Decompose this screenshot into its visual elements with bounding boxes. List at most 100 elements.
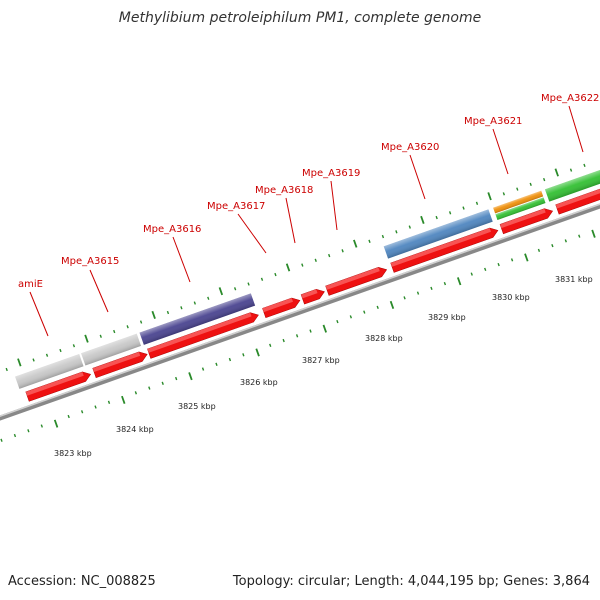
- gene-label-leader-line: [409, 154, 426, 200]
- outer-tick-mark: [583, 163, 586, 167]
- inner-tick-mark: [484, 267, 487, 272]
- inner-tick-mark: [295, 334, 299, 338]
- inner-tick-mark: [537, 248, 541, 253]
- outer-tick-mark: [529, 182, 532, 186]
- outer-tick-mark: [502, 192, 506, 196]
- outer-tick-mark: [218, 287, 224, 296]
- outer-tick-mark: [139, 320, 143, 324]
- gene-bar-shine: [15, 353, 84, 389]
- inner-tick-mark: [564, 239, 567, 243]
- kbp-label: 3826 kbp: [240, 378, 278, 387]
- inner-tick-mark: [0, 438, 3, 442]
- gene-label: Mpe_A3619: [302, 168, 360, 179]
- inner-tick-mark: [443, 281, 447, 286]
- outer-tick-mark: [126, 325, 129, 329]
- outer-tick-mark: [516, 187, 519, 191]
- inner-tick-mark: [27, 429, 30, 433]
- outer-tick-mark: [408, 225, 411, 229]
- kbp-label: 3827 kbp: [302, 356, 340, 365]
- cds-arrow: [147, 312, 259, 359]
- outer-tick-mark: [328, 253, 331, 258]
- outer-tick-mark: [381, 234, 385, 239]
- gene-label-leader-line: [330, 180, 338, 231]
- inner-tick-mark: [376, 305, 379, 309]
- gene-label: Mpe_A3621: [464, 116, 522, 127]
- gene-bar-shine: [139, 293, 256, 345]
- outer-tick-mark: [420, 215, 425, 225]
- kbp-label: 3828 kbp: [365, 334, 403, 343]
- gene-label-leader-line: [568, 105, 584, 153]
- outer-tick-mark: [301, 263, 304, 267]
- gene-label-leader-line: [237, 213, 267, 254]
- outer-tick-mark: [554, 168, 559, 177]
- gene-label: Mpe_A3616: [143, 224, 201, 235]
- cds-arrow: [325, 267, 388, 296]
- outer-tick-mark: [260, 277, 264, 281]
- outer-tick-mark: [285, 263, 291, 272]
- gene-label-leader-line: [172, 236, 191, 283]
- inner-tick-mark: [322, 324, 327, 333]
- outer-tick-mark: [166, 310, 170, 315]
- outer-tick-mark: [72, 344, 76, 348]
- inner-tick-mark: [201, 367, 205, 371]
- inner-tick-mark: [13, 433, 17, 438]
- kbp-label: 3825 kbp: [178, 402, 216, 411]
- gene-label-leader-line: [492, 128, 509, 175]
- inner-tick-mark: [389, 300, 395, 310]
- gene-label-leader-line: [29, 291, 49, 337]
- inner-tick-mark: [336, 319, 339, 324]
- outer-tick-mark: [247, 282, 250, 286]
- kbp-label: 3823 kbp: [54, 449, 92, 458]
- gene-label: amiE: [18, 279, 43, 290]
- inner-tick-mark: [161, 381, 164, 385]
- outer-tick-mark: [113, 329, 116, 334]
- inner-tick-mark: [349, 315, 353, 319]
- map-title: Methylibium petroleiphilum PM1, complete…: [118, 10, 482, 26]
- track-group: [0, 146, 600, 442]
- inner-tick-mark: [53, 419, 59, 428]
- outer-tick-mark: [274, 272, 277, 277]
- outer-tick-mark: [207, 296, 210, 300]
- inner-tick-mark: [67, 414, 70, 419]
- cds-arrow-highlight: [92, 351, 141, 373]
- cds-arrow: [499, 208, 554, 235]
- inner-tick-mark: [282, 338, 285, 343]
- outer-tick-mark: [45, 353, 49, 357]
- gene-label-leader-line: [89, 269, 109, 313]
- inner-tick-mark: [121, 395, 126, 404]
- genome-backbone-highlight: [0, 175, 600, 431]
- inner-tick-mark: [578, 234, 581, 238]
- inner-tick-mark: [551, 243, 554, 248]
- cds-arrow-highlight: [147, 312, 252, 353]
- kbp-label: 3830 kbp: [492, 293, 530, 302]
- outer-tick-mark: [99, 334, 102, 338]
- gene-bar-shine: [383, 209, 493, 259]
- inner-tick-mark: [255, 348, 260, 357]
- outer-tick-mark: [435, 215, 438, 220]
- inner-tick-mark: [416, 291, 420, 295]
- inner-tick-mark: [430, 286, 433, 291]
- inner-tick-mark: [591, 229, 596, 238]
- outer-tick-mark: [151, 310, 156, 319]
- outer-tick-mark: [448, 211, 452, 215]
- outer-tick-mark: [59, 348, 62, 353]
- outer-tick-mark: [341, 249, 344, 253]
- cds-arrow-highlight: [325, 267, 380, 290]
- genome-backbone: [0, 175, 600, 434]
- outer-tick-mark: [193, 301, 196, 305]
- inner-tick-mark: [470, 272, 473, 276]
- genome-summary-text: Topology: circular; Length: 4,044,195 bp…: [232, 574, 590, 589]
- gene-label: Mpe_A3618: [255, 185, 313, 196]
- cds-arrow-highlight: [301, 289, 318, 299]
- cds-arrow-highlight: [25, 371, 84, 396]
- inner-tick-mark: [510, 258, 514, 262]
- inner-tick-mark: [242, 353, 245, 357]
- inner-tick-mark: [524, 253, 529, 262]
- outer-tick-mark: [314, 258, 317, 262]
- outer-tick-mark: [569, 168, 573, 172]
- kbp-label: 3831 kbp: [555, 275, 593, 284]
- inner-tick-mark: [94, 405, 97, 409]
- outer-tick-mark: [233, 287, 237, 291]
- kbp-label: 3829 kbp: [428, 313, 466, 322]
- outer-tick-mark: [32, 358, 35, 362]
